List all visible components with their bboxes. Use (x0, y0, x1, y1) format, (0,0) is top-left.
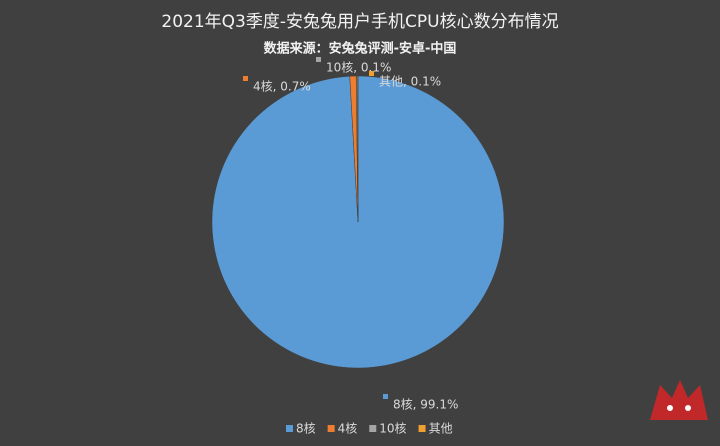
legend-label: 其他 (429, 422, 453, 436)
data-label: 10核, 0.1% (326, 61, 391, 75)
label-key (369, 71, 374, 76)
legend-label: 4核 (338, 422, 358, 436)
pie-slice (356, 75, 359, 223)
legend-swatch (418, 425, 426, 432)
label-key (243, 76, 248, 81)
data-label: 8核, 99.1% (393, 398, 458, 412)
label-key (383, 394, 388, 399)
legend-swatch (369, 425, 377, 432)
chart-subtitle: 数据来源：安兔兔评测-安卓-中国 (264, 41, 457, 57)
label-key (316, 57, 321, 62)
legend-swatch (286, 425, 293, 432)
logo (650, 380, 708, 420)
data-label: 其他, 0.1% (379, 75, 441, 89)
legend-label: 8核 (296, 422, 316, 436)
chart-title: 2021年Q3季度-安兔兔用户手机CPU核心数分布情况 (161, 12, 558, 32)
legend-swatch (327, 425, 335, 432)
legend-label: 10核 (379, 422, 406, 436)
data-label: 4核, 0.7% (253, 80, 311, 94)
